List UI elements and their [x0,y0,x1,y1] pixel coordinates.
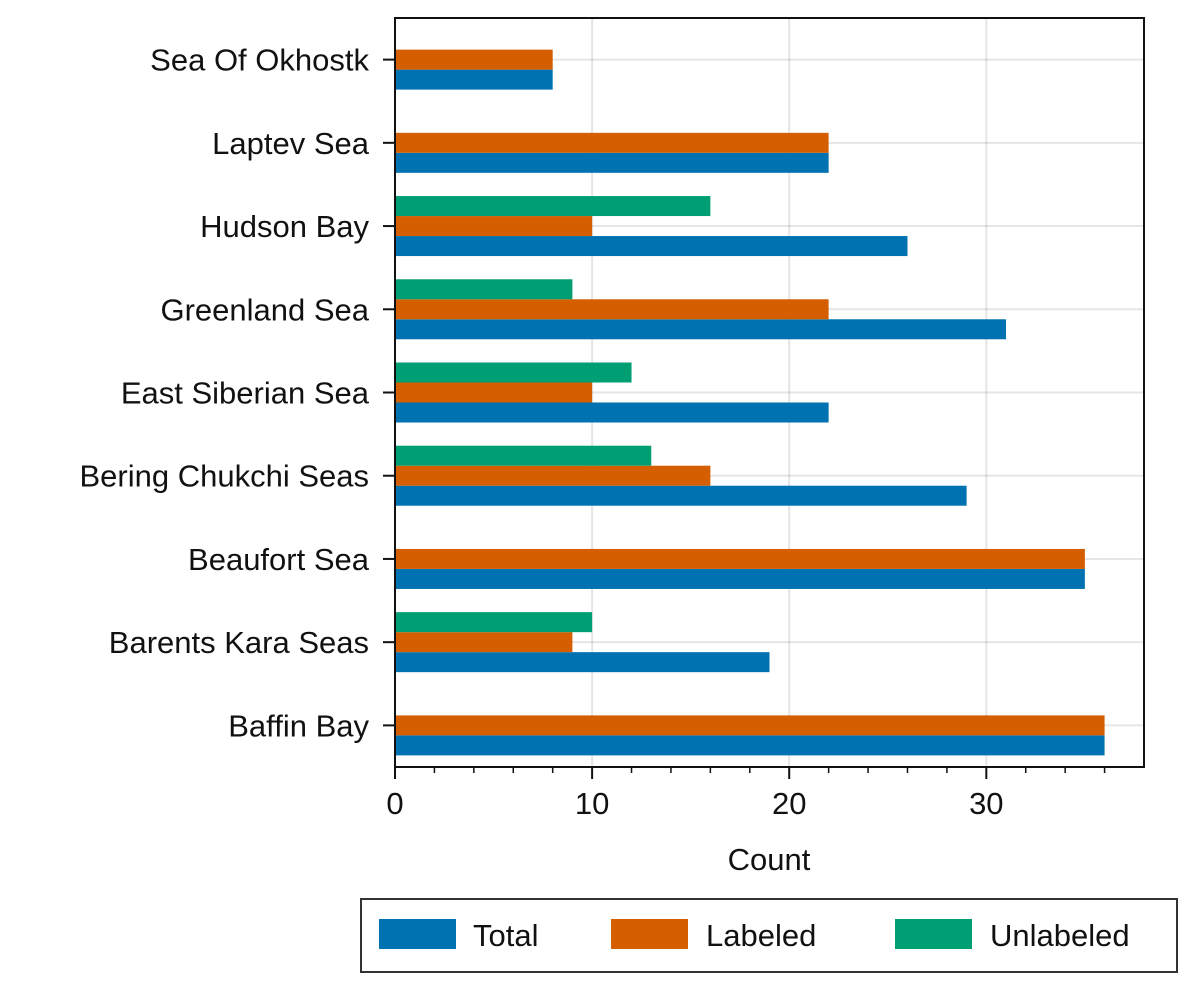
y-tick-label: East Siberian Sea [121,376,370,411]
bar-labeled-greenland-sea [395,299,829,320]
bar-total-laptev-sea [395,152,829,173]
y-tick-label: Sea Of Okhostk [150,43,369,78]
y-tick-label: Greenland Sea [160,292,369,327]
bars [395,49,1105,756]
y-tick-label: Bering Chukchi Seas [80,459,370,494]
x-tick-label: 0 [386,786,403,821]
bar-total-bering-chukchi-seas [395,485,967,506]
bar-labeled-laptev-sea [395,132,829,153]
bar-unlabeled-bering-chukchi-seas [395,445,652,466]
bar-labeled-hudson-bay [395,216,593,237]
y-tick-label: Laptev Sea [212,126,370,161]
bar-labeled-east-siberian-sea [395,382,593,403]
legend-swatch-unlabeled [895,919,972,949]
bar-total-baffin-bay [395,735,1105,756]
legend-label-unlabeled: Unlabeled [990,918,1130,953]
y-tick-label: Hudson Bay [200,209,369,244]
x-axis: 0 10 20 30 [386,767,1106,821]
bar-total-barents-kara-seas [395,652,770,673]
bar-total-east-siberian-sea [395,402,829,423]
bar-labeled-bering-chukchi-seas [395,465,711,486]
legend-swatch-total [379,919,456,949]
y-tick-label: Beaufort Sea [188,542,370,577]
bar-unlabeled-hudson-bay [395,196,711,217]
legend-box [360,898,1178,973]
bar-unlabeled-barents-kara-seas [395,612,593,633]
bar-total-beaufort-sea [395,568,1085,589]
bar-total-greenland-sea [395,319,1007,340]
x-tick-label: 20 [772,786,806,821]
y-tick-label: Baffin Bay [228,708,369,743]
y-tick-label: Barents Kara Seas [109,625,369,660]
bar-labeled-sea-of-okhostk [395,49,553,70]
legend-swatch-labeled [611,919,688,949]
x-tick-label: 10 [575,786,609,821]
bar-total-sea-of-okhostk [395,69,553,90]
bar-total-hudson-bay [395,236,908,257]
legend: Total Labeled Unlabeled [360,898,1178,973]
legend-label-labeled: Labeled [706,918,816,953]
legend-label-total: Total [473,918,538,953]
bar-labeled-beaufort-sea [395,548,1085,569]
y-axis: Baffin Bay Barents Kara Seas Beaufort Sea B… [80,43,395,743]
bar-labeled-baffin-bay [395,715,1105,736]
x-tick-label: 30 [969,786,1003,821]
x-axis-label: Count [728,842,811,877]
bar-labeled-barents-kara-seas [395,632,573,653]
bar-unlabeled-greenland-sea [395,279,573,300]
bar-unlabeled-east-siberian-sea [395,362,632,383]
